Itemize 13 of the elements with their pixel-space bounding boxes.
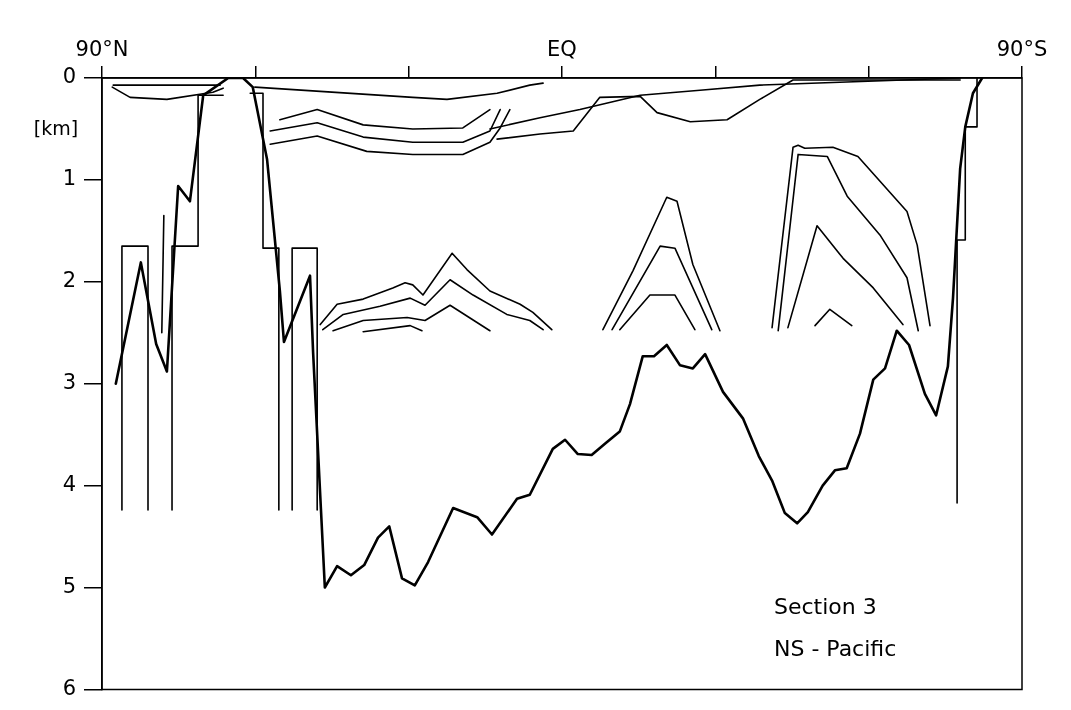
annotation: NS - Pacific (774, 636, 897, 661)
y-tick-label: 2 (62, 268, 76, 293)
y-tick-label: 5 (62, 573, 76, 598)
y-tick-label: 4 (62, 472, 76, 497)
y-tick-label: 3 (62, 370, 76, 395)
y-axis-title: [km] (33, 116, 79, 139)
x-tick-label: EQ (547, 36, 577, 61)
x-tick-label: 90°N (75, 36, 129, 61)
y-tick-label: 6 (62, 675, 76, 700)
y-tick-label: 1 (62, 166, 76, 191)
y-tick-label: 0 (62, 64, 76, 89)
x-tick-label: 90°S (996, 36, 1048, 61)
annotation: Section 3 (774, 594, 877, 619)
